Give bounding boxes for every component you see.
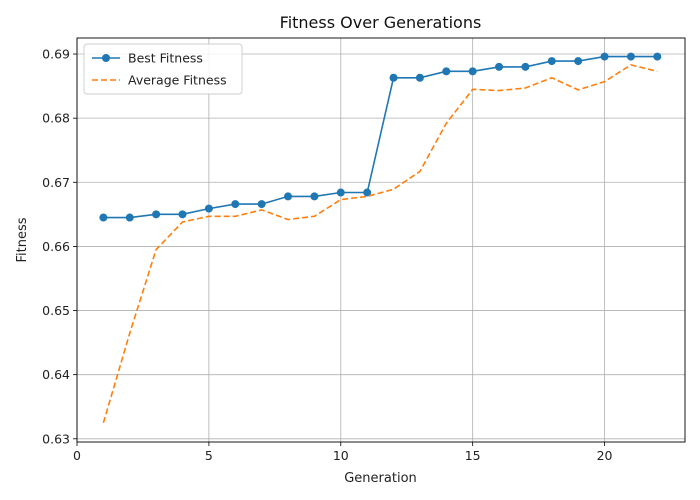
x-tick-label: 20 bbox=[597, 448, 613, 463]
best-fitness-point bbox=[415, 73, 424, 82]
best-fitness-point bbox=[178, 210, 187, 219]
best-fitness-point bbox=[521, 62, 530, 71]
best-fitness-point bbox=[468, 67, 477, 76]
legend: Best Fitness Average Fitness bbox=[83, 43, 243, 95]
best-fitness-point bbox=[152, 210, 161, 219]
best-fitness-point bbox=[257, 200, 266, 209]
x-tick-label: 0 bbox=[73, 448, 81, 463]
plot-area-frame bbox=[76, 37, 686, 443]
best-fitness-point bbox=[547, 57, 556, 66]
y-axis-label: Fitness bbox=[15, 217, 30, 262]
best-fitness-point bbox=[336, 188, 345, 197]
average-fitness-line bbox=[102, 64, 658, 424]
best-fitness-point bbox=[495, 62, 504, 71]
y-tick-label: 0.66 bbox=[42, 239, 70, 254]
best-fitness-point bbox=[231, 200, 240, 209]
y-tick-label: 0.64 bbox=[42, 367, 70, 382]
x-axis-label: Generation bbox=[344, 471, 417, 486]
best-fitness-point bbox=[310, 192, 319, 201]
y-tick-label: 0.63 bbox=[42, 431, 70, 446]
legend-average-fitness-label: Average Fitness bbox=[128, 73, 227, 88]
best-fitness-point bbox=[600, 52, 609, 61]
best-fitness-point bbox=[653, 52, 662, 61]
y-tick-label: 0.67 bbox=[42, 175, 70, 190]
grid bbox=[76, 38, 685, 442]
legend-box bbox=[83, 43, 243, 95]
chart-title: Fitness Over Generations bbox=[280, 13, 482, 32]
series-layer bbox=[99, 52, 662, 424]
best-fitness-point bbox=[363, 188, 372, 197]
best-fitness-point bbox=[125, 213, 134, 222]
best-fitness-point bbox=[389, 73, 398, 82]
y-tick-label: 0.68 bbox=[42, 111, 70, 126]
legend-best-fitness-marker bbox=[102, 54, 110, 62]
best-fitness-point bbox=[99, 213, 108, 222]
y-tick-label: 0.65 bbox=[42, 303, 70, 318]
y-tick-label: 0.69 bbox=[42, 47, 70, 62]
best-fitness-point bbox=[442, 67, 451, 76]
best-fitness-line bbox=[103, 55, 658, 219]
best-fitness-point bbox=[626, 52, 635, 61]
best-fitness-point bbox=[284, 192, 293, 201]
x-tick-label: 5 bbox=[205, 448, 213, 463]
best-fitness-point bbox=[204, 204, 213, 213]
best-fitness-point bbox=[574, 57, 583, 66]
x-tick-label: 15 bbox=[465, 448, 481, 463]
axis-ticks: 0 5 10 15 20 0.63 0.64 0.65 0.66 0.67 0.68 0.69 bbox=[42, 47, 612, 463]
x-tick-label: 10 bbox=[333, 448, 349, 463]
legend-best-fitness-label: Best Fitness bbox=[128, 51, 203, 66]
